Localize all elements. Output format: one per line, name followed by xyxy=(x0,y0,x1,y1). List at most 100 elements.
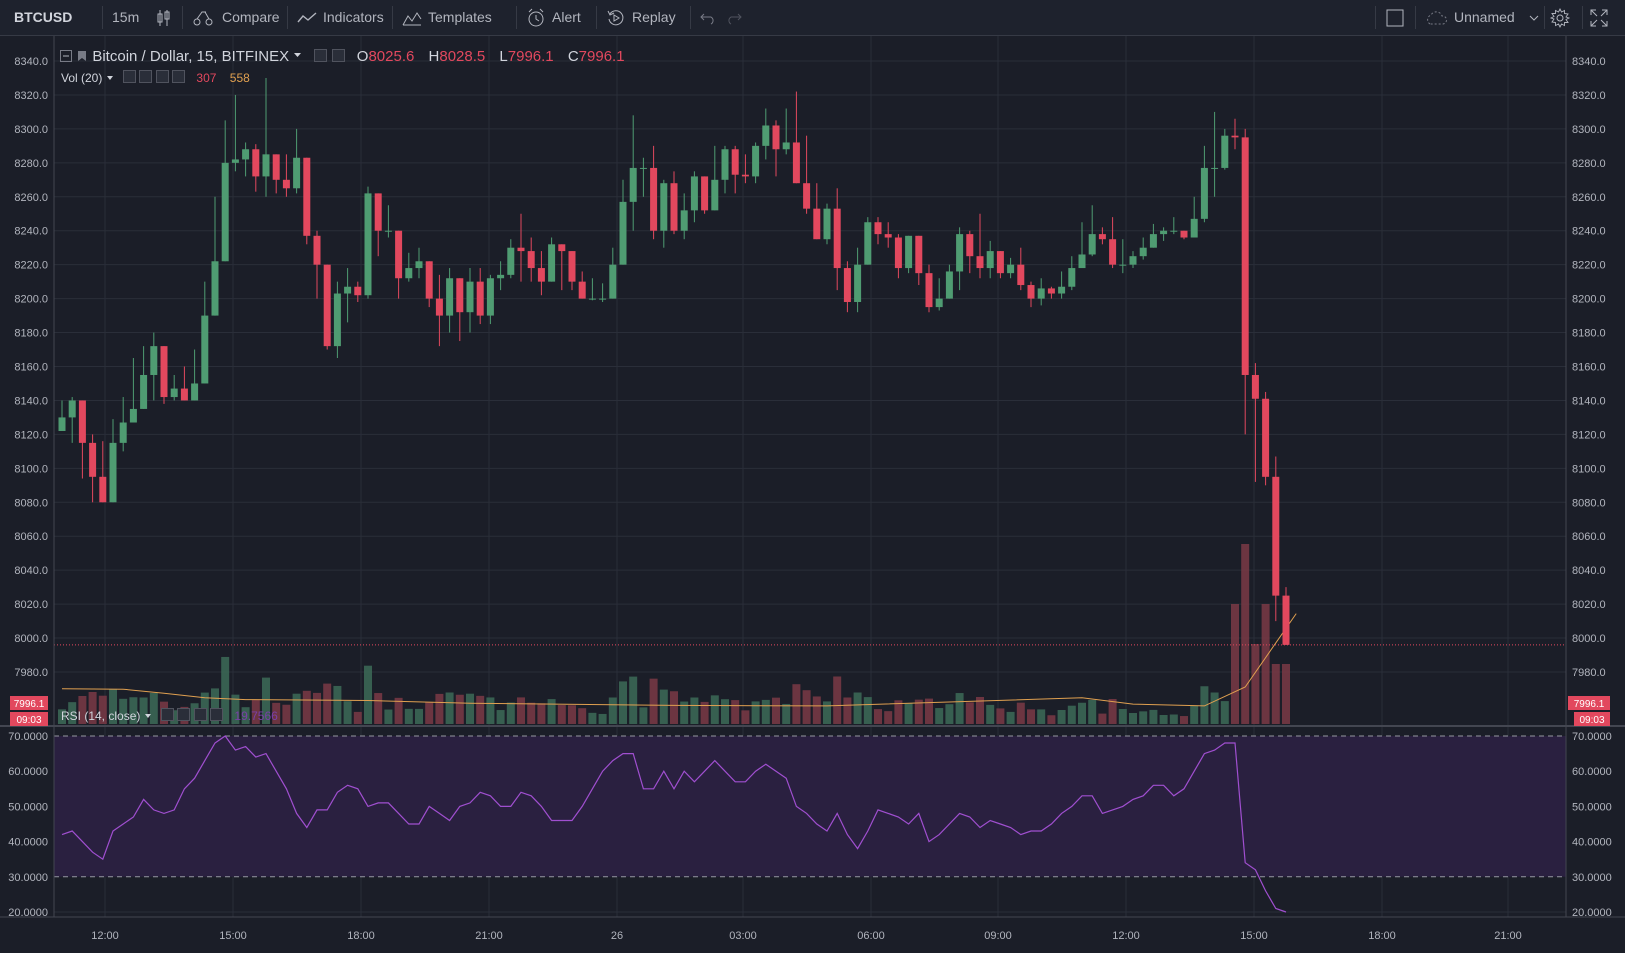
candle-body xyxy=(945,271,953,299)
volume-bar xyxy=(476,695,485,724)
plus-icon[interactable] xyxy=(193,708,207,721)
candle xyxy=(1017,247,1025,291)
settings-small-icon[interactable] xyxy=(177,708,191,721)
price-axis-tick-label-left: 8300.0 xyxy=(14,124,48,136)
candle xyxy=(935,278,943,311)
indicators-button[interactable]: Indicators xyxy=(297,0,384,35)
candle-body xyxy=(384,230,392,232)
candle xyxy=(833,188,841,291)
toolbar-divider xyxy=(1582,6,1583,29)
redo-icon xyxy=(728,13,742,25)
candle xyxy=(537,251,545,296)
volume-bar xyxy=(649,678,658,724)
candle-body xyxy=(670,183,678,231)
volume-bar xyxy=(435,693,444,724)
volume-bar xyxy=(343,701,352,724)
interval-button[interactable]: 15m xyxy=(112,9,140,25)
templates-button[interactable]: Templates xyxy=(402,0,492,35)
compare-button[interactable]: Compare xyxy=(192,0,280,35)
settings-small-icon[interactable] xyxy=(139,70,153,83)
volume-bar xyxy=(904,703,913,724)
candle-body xyxy=(609,264,617,299)
symbol-search-button[interactable]: BTCUSD xyxy=(14,9,73,25)
chevron-down-icon[interactable] xyxy=(106,75,114,81)
undo-button[interactable] xyxy=(700,0,716,35)
settings-button[interactable] xyxy=(1549,0,1571,35)
candle-body xyxy=(313,235,321,265)
candle-body xyxy=(293,157,301,189)
volume-bar xyxy=(792,684,801,724)
bar-style-button[interactable] xyxy=(156,0,178,35)
legend-buttons xyxy=(314,49,345,66)
eye-icon[interactable] xyxy=(314,49,328,62)
expand-icon xyxy=(1590,9,1608,27)
chart-area[interactable]: 12:00 15:00 18:00 21:00 26 03:00 06:00 09:00 12:… xyxy=(0,36,1625,953)
volume-bars xyxy=(58,544,1290,724)
candle xyxy=(660,179,668,248)
candle xyxy=(599,283,607,303)
candle-body xyxy=(1170,230,1178,232)
close-icon[interactable] xyxy=(210,708,224,721)
price-axis-tick-label-left: 7980.0 xyxy=(14,667,48,679)
candle-body xyxy=(925,273,933,308)
volume-bar xyxy=(364,665,372,724)
candle-body xyxy=(588,298,596,300)
volume-bar xyxy=(1190,705,1199,724)
toolbar-divider xyxy=(182,6,183,29)
redo-button[interactable] xyxy=(726,0,742,35)
volume-bar xyxy=(272,702,281,724)
candle xyxy=(864,217,872,265)
collapse-icon[interactable] xyxy=(60,50,72,62)
price-axis-tick-label-right: 8060.0 xyxy=(1572,531,1606,543)
candle xyxy=(741,154,749,184)
price-axis-tick-label-right: 7980.0 xyxy=(1572,667,1606,679)
maximize-button[interactable] xyxy=(1590,0,1608,35)
alert-button[interactable]: Alert xyxy=(526,0,581,35)
close-icon[interactable] xyxy=(172,70,186,83)
candle-body xyxy=(823,208,831,240)
chevron-down-icon[interactable] xyxy=(293,52,302,59)
candle xyxy=(1088,205,1096,257)
volume-bar xyxy=(302,690,311,724)
candle xyxy=(905,235,913,274)
volume-bar xyxy=(211,688,219,724)
replay-button[interactable]: Replay xyxy=(606,0,676,35)
rsi-label[interactable]: RSI (14, close) xyxy=(61,709,141,723)
candle-body xyxy=(435,298,443,316)
x-axis-tick-label: 15:00 xyxy=(1240,930,1268,942)
chart-canvas[interactable]: 12:00 15:00 18:00 21:00 26 03:00 06:00 09:00 12:… xyxy=(0,36,1625,953)
eye-icon[interactable] xyxy=(161,708,175,721)
candle-body xyxy=(996,251,1004,274)
candle-body xyxy=(1047,288,1055,294)
layout-name-button[interactable]: Unnamed xyxy=(1424,0,1539,35)
candle-body xyxy=(211,261,219,316)
symbol-title[interactable]: Bitcoin / Dollar, 15, BITFINEX xyxy=(92,48,290,65)
low-value: 7996.1 xyxy=(507,48,554,65)
gear-icon xyxy=(1549,8,1571,29)
candle xyxy=(333,281,341,359)
chevron-down-icon[interactable] xyxy=(144,713,152,719)
candles-icon xyxy=(157,10,170,27)
flag-icon[interactable] xyxy=(76,50,88,62)
volume-bar xyxy=(894,700,903,724)
fullscreen-toggle-button[interactable] xyxy=(1386,0,1404,35)
plus-icon[interactable] xyxy=(155,70,169,83)
rsi-axis-tick-label-right: 40.0000 xyxy=(1572,837,1612,849)
eye-icon[interactable] xyxy=(123,70,137,83)
candle xyxy=(721,145,729,194)
candle-body xyxy=(364,193,372,296)
candle-body xyxy=(629,167,637,202)
candle xyxy=(384,205,392,238)
candle-body xyxy=(792,142,800,184)
candle-body xyxy=(721,149,729,180)
candle-body xyxy=(966,234,974,257)
candle-body xyxy=(425,261,433,299)
candle-body xyxy=(1241,137,1249,375)
replay-icon xyxy=(607,10,624,26)
volume-bar xyxy=(506,702,515,724)
volume-label[interactable]: Vol (20) xyxy=(61,71,103,85)
settings-small-icon[interactable] xyxy=(331,49,345,62)
candle-body xyxy=(466,281,474,313)
rsi-axis-tick-label-left: 70.0000 xyxy=(8,731,48,743)
candle xyxy=(425,261,433,308)
